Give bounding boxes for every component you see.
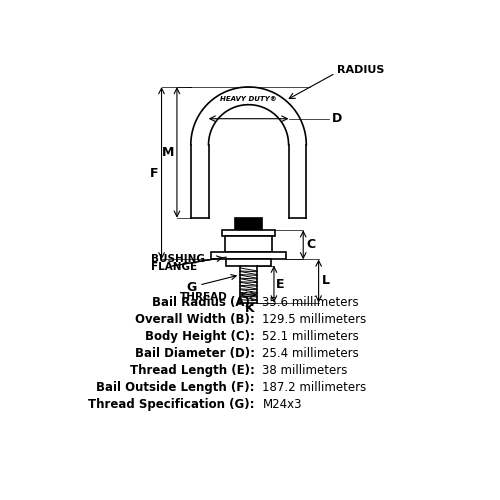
- Bar: [222, 230, 274, 236]
- Text: BUSHING: BUSHING: [151, 254, 204, 264]
- Bar: [211, 252, 286, 260]
- Text: 35.6 millimeters: 35.6 millimeters: [262, 296, 359, 309]
- Text: Overall Width (B):: Overall Width (B):: [135, 313, 254, 326]
- Text: Bail Outside Length (F):: Bail Outside Length (F):: [96, 381, 254, 394]
- Text: 187.2 millimeters: 187.2 millimeters: [262, 381, 366, 394]
- Text: C: C: [306, 238, 316, 252]
- Text: K: K: [246, 302, 255, 315]
- Text: RADIUS: RADIUS: [337, 65, 384, 75]
- Text: Body Height (C):: Body Height (C):: [145, 330, 254, 343]
- Text: M24x3: M24x3: [262, 398, 302, 410]
- Text: F: F: [150, 166, 158, 179]
- Bar: [226, 260, 271, 266]
- Text: E: E: [276, 278, 285, 290]
- Text: Thread Specification (G):: Thread Specification (G):: [88, 398, 254, 410]
- Bar: [234, 218, 262, 230]
- Text: Bail Radius (A):: Bail Radius (A):: [152, 296, 254, 309]
- Text: G: G: [186, 274, 236, 293]
- Text: L: L: [322, 274, 330, 287]
- Text: M: M: [162, 146, 174, 159]
- Text: Thread Length (E):: Thread Length (E):: [130, 364, 254, 377]
- Text: HEAVY DUTY®: HEAVY DUTY®: [220, 96, 277, 102]
- Text: Bail Diameter (D):: Bail Diameter (D):: [134, 347, 254, 360]
- Text: D: D: [332, 112, 342, 125]
- Text: 129.5 millimeters: 129.5 millimeters: [262, 313, 366, 326]
- Text: 52.1 millimeters: 52.1 millimeters: [262, 330, 359, 343]
- Bar: [226, 236, 272, 252]
- Text: 38 millimeters: 38 millimeters: [262, 364, 348, 377]
- Text: 25.4 millimeters: 25.4 millimeters: [262, 347, 359, 360]
- Text: FLANGE: FLANGE: [151, 262, 197, 272]
- Text: THREAD: THREAD: [180, 292, 228, 302]
